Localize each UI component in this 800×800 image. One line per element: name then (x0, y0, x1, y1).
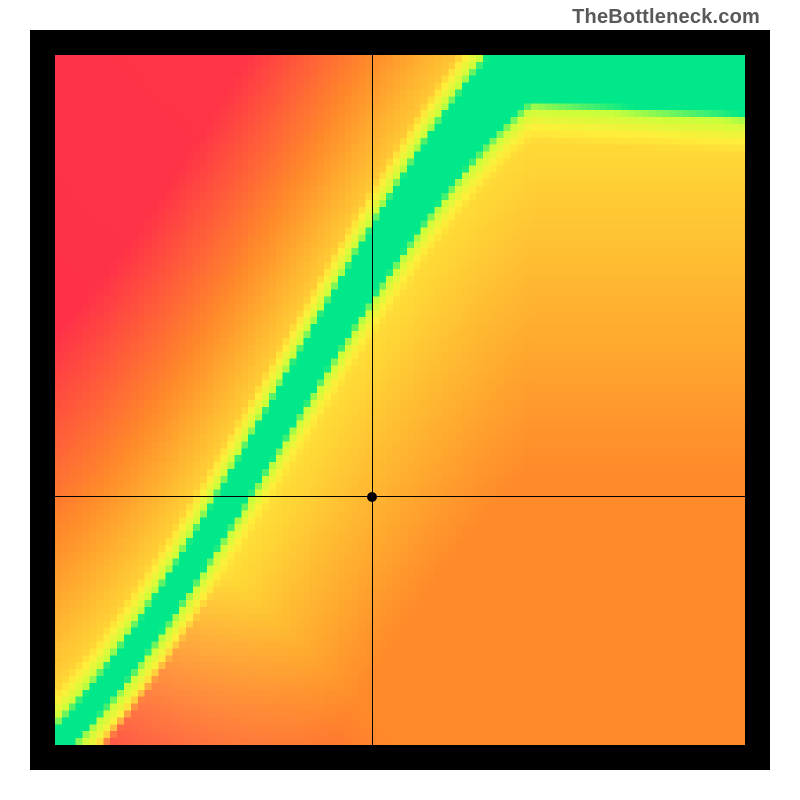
crosshair-vertical (372, 55, 373, 745)
heatmap-canvas (55, 55, 745, 745)
crosshair-horizontal (55, 496, 745, 497)
attribution-text: TheBottleneck.com (572, 6, 760, 29)
marker-dot (367, 492, 377, 502)
